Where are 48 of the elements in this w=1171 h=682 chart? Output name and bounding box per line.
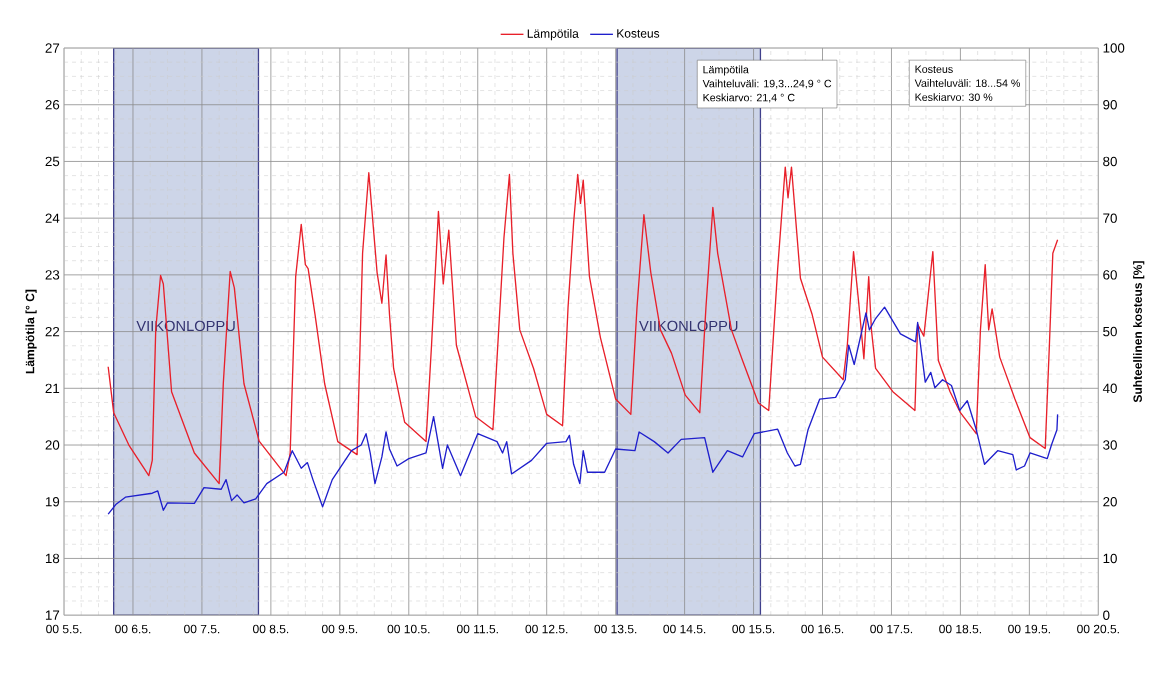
y-tick-label: 21	[45, 383, 60, 393]
x-tick-label: 00 18.5.	[939, 624, 981, 634]
y-tick-label: 23	[45, 270, 60, 280]
y-axis-title: Lämpötila [° C]	[25, 289, 37, 374]
x-tick-label: 00 5.5.	[46, 624, 82, 634]
y2-tick-label: 100	[1103, 43, 1125, 53]
x-tick-label: 00 11.5.	[456, 624, 498, 634]
x-tick-label: 00 8.5.	[252, 624, 289, 634]
y2-tick-label: 30	[1103, 440, 1117, 450]
y2-tick-label: 20	[1103, 496, 1117, 507]
y-tick-label: 25	[45, 156, 60, 167]
y2-tick-label: 40	[1102, 383, 1117, 393]
x-tick-label: 00 19.5.	[1008, 624, 1050, 634]
x-tick-label: 00 13.5.	[594, 624, 637, 634]
y2-tick-label: 0	[1103, 610, 1110, 620]
annotation: Vaihteluväli: 19,3...24,9 ° C	[702, 79, 832, 89]
x-tick-label: 00 14.5.	[663, 624, 706, 634]
y-tick-label: 24	[45, 213, 60, 223]
annotation: Vaihteluväli: 18...54 %	[914, 79, 1021, 87]
y-tick-label: 19	[45, 496, 60, 507]
annotation: Keskiarvo: 30 %	[915, 93, 993, 101]
legend-label: Kosteus	[617, 29, 660, 38]
annotation: Keskiarvo: 21,4 ° C	[703, 93, 795, 103]
y2-tick-label: 90	[1103, 99, 1117, 110]
y-tick-label: 18	[45, 553, 60, 564]
y2-tick-label: 60	[1103, 270, 1117, 280]
y-tick-label: 26	[45, 99, 60, 110]
x-tick-label: 00 16.5.	[801, 624, 844, 634]
x-tick-label: 00 17.5.	[870, 624, 913, 634]
y-tick-label: 22	[45, 326, 60, 337]
x-tick-label: 00 20.5.	[1077, 624, 1119, 634]
x-tick-label: 00 9.5.	[321, 624, 358, 634]
y-tick-label: 20	[45, 440, 60, 450]
x-tick-label: 00 10.5.	[387, 624, 430, 634]
y2-axis-title: Suhteellinen kosteus [%]	[1133, 261, 1145, 403]
y-tick-label: 27	[45, 43, 60, 53]
y2-tick-label: 70	[1103, 213, 1117, 223]
y2-tick-label: 80	[1103, 156, 1117, 167]
x-tick-label: 00 12.5.	[525, 624, 568, 634]
annotation: Kosteus	[915, 65, 953, 73]
x-tick-label: 00 7.5.	[184, 624, 220, 634]
y-tick-label: 17	[45, 610, 60, 620]
y2-tick-label: 10	[1103, 553, 1117, 564]
y2-tick-label: 50	[1103, 326, 1117, 337]
annotation: Lämpötila	[703, 65, 749, 76]
x-tick-label: 00 6.5.	[115, 624, 151, 634]
legend-label: Lämpötila	[527, 28, 579, 41]
x-tick-label: 00 15.5.	[732, 624, 775, 634]
